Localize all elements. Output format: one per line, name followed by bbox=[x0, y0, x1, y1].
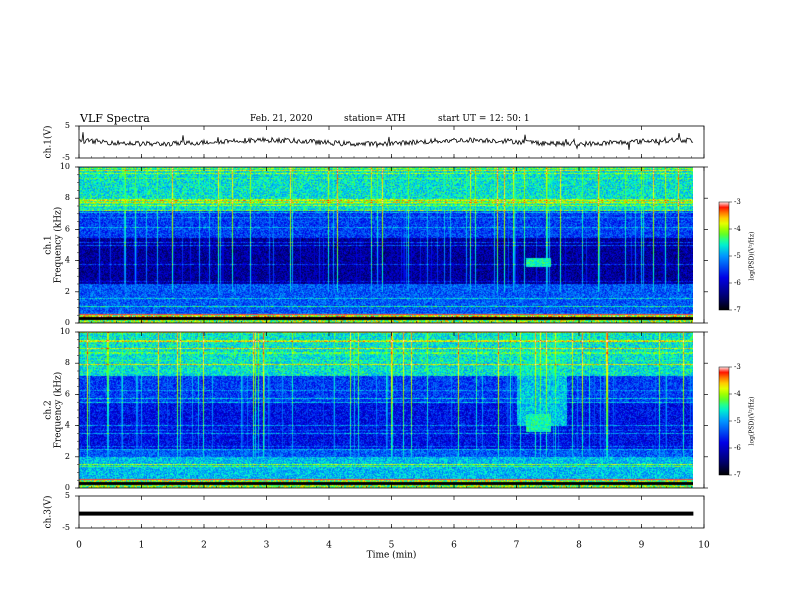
ch2-spectrogram-ytick-label: 2 bbox=[65, 452, 70, 461]
ch1-spectrogram-colorbar-tick-label: -7 bbox=[734, 306, 741, 314]
ch2-spectrogram-colorbar-tick-label: -4 bbox=[734, 390, 741, 398]
date-label: Feb. 21, 2020 bbox=[250, 114, 313, 124]
ch2-spectrogram-image bbox=[79, 332, 693, 488]
ch2-spectrogram-colorbar bbox=[718, 366, 730, 476]
ch2-spectrogram-ytick-label: 0 bbox=[65, 483, 70, 492]
xtick-label: 10 bbox=[698, 541, 710, 551]
ch1-waveform-ytick-label: -5 bbox=[62, 153, 70, 162]
ch2-spectrogram-ytick-label: 6 bbox=[65, 389, 70, 398]
ch1-spectrogram-ytick-label: 6 bbox=[65, 224, 70, 233]
ch1-spectrogram-colorbar-tick-label: -4 bbox=[734, 225, 741, 233]
xtick-label: 0 bbox=[76, 541, 82, 551]
ch1-spectrogram-ytick-label: 4 bbox=[65, 256, 70, 265]
xtick-label: 1 bbox=[139, 541, 145, 551]
ch1-spectrogram-image bbox=[79, 167, 693, 323]
xtick-label: 4 bbox=[326, 541, 332, 551]
ch1-spectrogram-ylabel-frequency: Frequency (kHz) bbox=[53, 207, 64, 284]
ch1-waveform-ytick-label: 5 bbox=[65, 121, 70, 130]
ch3-waveform-ytick-label: 5 bbox=[65, 491, 70, 500]
xtick-label: 9 bbox=[639, 541, 645, 551]
ch2-spectrogram-colorbar-tick-label: -6 bbox=[734, 444, 741, 452]
ch1-spectrogram-colorbar bbox=[718, 201, 730, 311]
ch3-waveform-ylabel: ch.3(V) bbox=[43, 496, 54, 529]
ch1-spectrogram-colorbar-label: log(PSD)(V²/Hz) bbox=[749, 232, 756, 281]
x-axis-label: Time (min) bbox=[367, 550, 417, 561]
xtick-label: 5 bbox=[389, 541, 395, 551]
ch1-spectrogram-ytick-label: 10 bbox=[60, 162, 70, 171]
ch1-spectrogram-ytick-label: 8 bbox=[65, 193, 70, 202]
ch2-spectrogram-ylabel-frequency: Frequency (kHz) bbox=[53, 372, 64, 449]
xtick-label: 8 bbox=[576, 541, 582, 551]
ch2-spectrogram-colorbar-label: log(PSD)(V²/Hz) bbox=[749, 397, 756, 446]
ch3-waveform-trace bbox=[79, 511, 694, 516]
ch2-spectrogram-ytick-label: 10 bbox=[60, 327, 70, 336]
xtick-label: 3 bbox=[264, 541, 270, 551]
ch1-spectrogram-ytick-label: 2 bbox=[65, 287, 70, 296]
ch2-spectrogram-ytick-label: 4 bbox=[65, 421, 70, 430]
ch1-waveform-trace bbox=[78, 132, 694, 150]
ch3-waveform-ytick-label: -5 bbox=[62, 523, 70, 532]
ch2-spectrogram-ytick-label: 8 bbox=[65, 358, 70, 367]
ch2-spectrogram-colorbar-tick-label: -3 bbox=[734, 363, 741, 371]
ch1-spectrogram-colorbar-tick-label: -5 bbox=[734, 252, 741, 260]
ch2-spectrogram-colorbar-tick-label: -7 bbox=[734, 471, 741, 479]
ch2-spectrogram-colorbar-tick-label: -5 bbox=[734, 417, 741, 425]
ch1-waveform-ylabel: ch.1(V) bbox=[43, 126, 54, 159]
xtick-label: 7 bbox=[514, 541, 520, 551]
ch1-spectrogram-colorbar-tick-label: -3 bbox=[734, 198, 741, 206]
station-label: station= ATH bbox=[344, 114, 406, 124]
xtick-label: 2 bbox=[201, 541, 207, 551]
ch1-spectrogram-ylabel-channel: ch.1 bbox=[44, 235, 54, 254]
xtick-label: 6 bbox=[451, 541, 457, 551]
ch1-spectrogram-ytick-label: 0 bbox=[65, 318, 70, 327]
ch2-spectrogram-ylabel-channel: ch.2 bbox=[44, 400, 54, 419]
start-time-label: start UT = 12: 50: 1 bbox=[438, 114, 530, 124]
ch1-spectrogram-colorbar-tick-label: -6 bbox=[734, 279, 741, 287]
chart-title: VLF Spectra bbox=[80, 112, 150, 125]
